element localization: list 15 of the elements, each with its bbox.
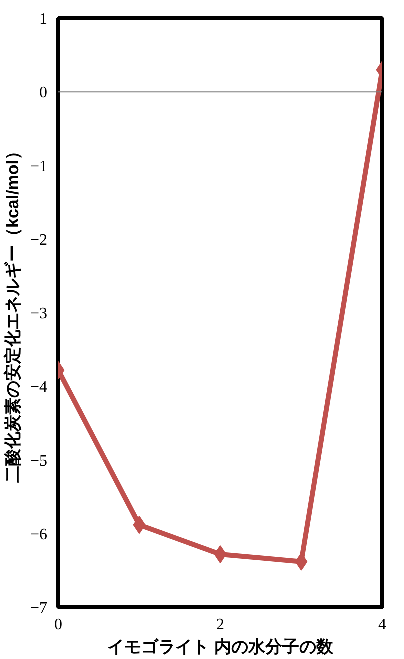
x-tick-label: 2 <box>216 616 224 634</box>
x-axis-title: イモゴライト 内の水分子の数 <box>108 638 334 656</box>
y-tick-label: −7 <box>30 600 48 617</box>
y-tick-label: −2 <box>30 232 48 249</box>
y-axis-title: 二酸化炭素の安定化エネルギー（kcal/mol） <box>3 142 22 484</box>
x-tick-label: 0 <box>54 616 62 634</box>
y-tick-label: −5 <box>30 452 48 470</box>
x-tick-label: 4 <box>378 616 386 634</box>
y-tick-label: 1 <box>40 11 48 28</box>
y-tick-label: −4 <box>30 379 48 396</box>
y-tick-label: −3 <box>30 306 48 322</box>
y-tick-label: −1 <box>30 158 48 176</box>
point <box>214 545 227 564</box>
y-tick-label: 0 <box>40 84 48 102</box>
y-tick-label: −6 <box>30 526 48 544</box>
